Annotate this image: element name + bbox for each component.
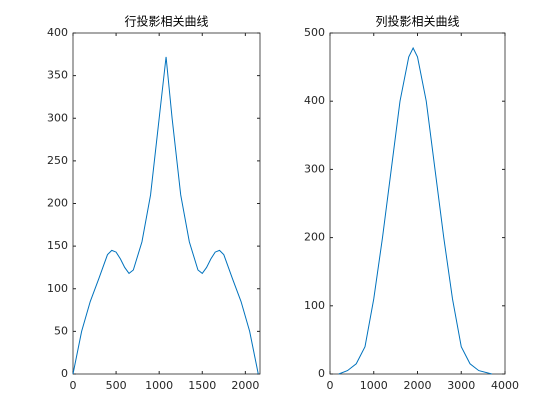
x-tick-label: 0: [70, 379, 77, 392]
x-tick-label: 2000: [404, 379, 432, 392]
line-series: [338, 46, 493, 375]
y-tick-label: 400: [47, 26, 68, 39]
y-tick-label: 400: [304, 94, 325, 107]
y-tick-label: 300: [47, 111, 68, 124]
y-tick-label: 350: [47, 69, 68, 82]
chart-title: 行投影相关曲线: [124, 14, 208, 29]
y-tick-label: 50: [54, 324, 68, 337]
y-tick-label: 100: [304, 299, 325, 312]
y-tick-label: 500: [304, 26, 325, 39]
y-tick-label: 200: [47, 197, 68, 210]
x-tick-label: 2000: [231, 379, 259, 392]
y-tick-label: 100: [47, 282, 68, 295]
x-tick-label: 3000: [447, 379, 475, 392]
x-tick-label: 4000: [491, 379, 519, 392]
axes-box: [329, 32, 506, 375]
y-tick-label: 0: [318, 367, 325, 380]
x-tick-label: 1000: [145, 379, 173, 392]
y-tick-label: 150: [47, 239, 68, 252]
x-tick-label: 0: [327, 379, 334, 392]
axes-box: [72, 32, 261, 375]
x-tick-label: 1500: [188, 379, 216, 392]
y-tick-label: 250: [47, 154, 68, 167]
y-tick-label: 0: [61, 367, 68, 380]
x-tick-label: 1000: [360, 379, 388, 392]
y-tick-label: 200: [304, 231, 325, 244]
y-tick-label: 300: [304, 162, 325, 175]
chart-title: 列投影相关曲线: [375, 14, 459, 29]
line-series: [72, 56, 259, 375]
x-tick-label: 500: [106, 379, 127, 392]
